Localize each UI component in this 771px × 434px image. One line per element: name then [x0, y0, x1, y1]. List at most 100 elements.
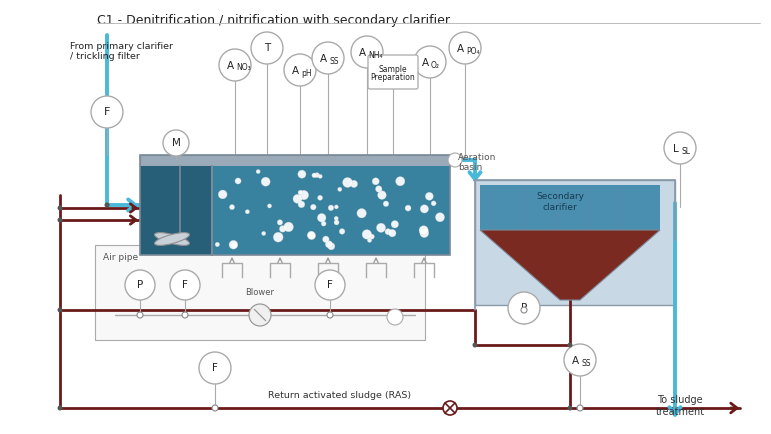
Circle shape	[567, 405, 573, 411]
Circle shape	[322, 236, 329, 243]
Text: F: F	[104, 107, 110, 117]
Circle shape	[419, 226, 428, 235]
Circle shape	[308, 231, 315, 239]
Text: L: L	[673, 144, 679, 154]
Circle shape	[436, 213, 445, 222]
Circle shape	[385, 229, 391, 235]
Circle shape	[414, 46, 446, 78]
FancyBboxPatch shape	[475, 180, 675, 305]
Circle shape	[298, 170, 306, 178]
Circle shape	[350, 180, 358, 187]
FancyBboxPatch shape	[212, 166, 450, 255]
Circle shape	[312, 173, 317, 178]
Circle shape	[245, 210, 250, 214]
Circle shape	[327, 312, 333, 318]
FancyBboxPatch shape	[140, 155, 450, 166]
Circle shape	[199, 352, 231, 384]
Text: A: A	[422, 58, 429, 68]
Circle shape	[232, 243, 237, 248]
Circle shape	[387, 309, 403, 325]
Circle shape	[137, 312, 143, 318]
Circle shape	[389, 230, 396, 237]
Circle shape	[383, 201, 389, 207]
Circle shape	[449, 32, 481, 64]
Circle shape	[508, 292, 540, 324]
Text: NO₃: NO₃	[236, 63, 251, 72]
Circle shape	[335, 205, 338, 209]
Text: P: P	[137, 280, 143, 290]
Circle shape	[298, 190, 303, 195]
FancyBboxPatch shape	[480, 185, 660, 230]
Text: SS: SS	[581, 358, 591, 368]
Circle shape	[577, 405, 583, 411]
Circle shape	[251, 32, 283, 64]
Circle shape	[391, 220, 399, 228]
Circle shape	[357, 208, 366, 218]
Circle shape	[375, 186, 382, 192]
Circle shape	[315, 173, 319, 178]
Circle shape	[567, 342, 573, 348]
Circle shape	[256, 170, 261, 174]
Text: PO₄: PO₄	[466, 46, 480, 56]
Circle shape	[367, 238, 372, 243]
Circle shape	[249, 304, 271, 326]
Circle shape	[268, 204, 271, 208]
Circle shape	[218, 190, 227, 199]
Circle shape	[235, 178, 241, 184]
Circle shape	[376, 223, 386, 232]
Text: T: T	[264, 43, 270, 53]
Text: A: A	[320, 54, 327, 64]
Circle shape	[293, 194, 302, 204]
Circle shape	[105, 203, 109, 207]
Ellipse shape	[154, 233, 190, 245]
Circle shape	[212, 405, 218, 411]
Text: A: A	[359, 48, 366, 58]
Text: Sample: Sample	[379, 66, 407, 75]
Circle shape	[91, 96, 123, 128]
Circle shape	[420, 229, 429, 237]
Circle shape	[342, 178, 352, 187]
Circle shape	[564, 344, 596, 376]
Text: O₂: O₂	[431, 60, 440, 69]
Circle shape	[229, 240, 237, 249]
Text: A: A	[292, 66, 299, 76]
Circle shape	[312, 42, 344, 74]
Circle shape	[448, 153, 462, 167]
Circle shape	[318, 195, 322, 201]
Circle shape	[298, 201, 305, 208]
Circle shape	[318, 214, 326, 222]
Circle shape	[369, 234, 375, 239]
Circle shape	[261, 177, 270, 186]
Circle shape	[339, 229, 345, 234]
Circle shape	[351, 36, 383, 68]
Circle shape	[334, 216, 338, 220]
Circle shape	[362, 230, 372, 239]
Circle shape	[284, 54, 316, 86]
Text: A: A	[227, 61, 234, 71]
Circle shape	[328, 243, 335, 250]
Circle shape	[182, 312, 188, 318]
Text: Preparation: Preparation	[371, 73, 416, 82]
FancyBboxPatch shape	[95, 245, 425, 340]
Circle shape	[338, 187, 342, 191]
Text: SL: SL	[681, 147, 690, 155]
Text: SS: SS	[329, 56, 338, 66]
Text: M: M	[172, 138, 180, 148]
Circle shape	[273, 232, 283, 242]
Circle shape	[279, 226, 286, 232]
Text: Secondary
clarifier: Secondary clarifier	[536, 192, 584, 212]
Circle shape	[521, 307, 527, 313]
Text: F: F	[182, 280, 188, 290]
Circle shape	[378, 191, 386, 200]
Circle shape	[58, 308, 62, 312]
Circle shape	[58, 206, 62, 210]
Circle shape	[420, 205, 429, 213]
Text: pH: pH	[301, 69, 311, 78]
Circle shape	[405, 205, 411, 211]
FancyBboxPatch shape	[368, 55, 418, 89]
Circle shape	[328, 205, 334, 210]
Circle shape	[431, 201, 436, 206]
Text: P: P	[521, 303, 527, 313]
Circle shape	[219, 49, 251, 81]
Text: A: A	[572, 356, 579, 366]
